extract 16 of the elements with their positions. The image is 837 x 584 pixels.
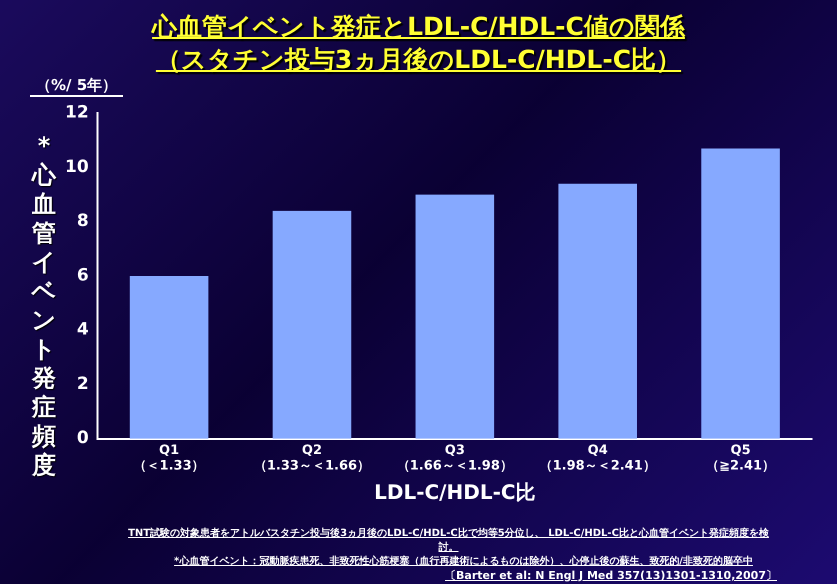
x-tick-label: Q3 （1.66～＜1.98） bbox=[396, 442, 513, 474]
text: （%/ 5年） bbox=[30, 76, 124, 97]
x-tick-label: Q4 （1.98～＜2.41） bbox=[540, 442, 656, 474]
x-axis-title: LDL-C/HDL-C比 bbox=[374, 480, 536, 504]
y-tick-label: 2 bbox=[76, 374, 89, 394]
x-tick-label: Q1 （＜1.33） bbox=[134, 442, 205, 474]
y-tick-label: 6 bbox=[76, 265, 89, 286]
y-tick-label: 4 bbox=[76, 320, 89, 340]
x-tick-label: Q5 （≧2.41） bbox=[706, 442, 776, 474]
y-tick-label: 8 bbox=[76, 211, 89, 232]
x-tick-label: Q2 （1.33～＜1.66） bbox=[254, 442, 370, 474]
text: *心血管イベント発症頻度 bbox=[32, 132, 56, 479]
text: 〔Barter et al: N Engl J Med 357(13)1301-1310,2007〕 bbox=[444, 568, 778, 583]
y-tick-label: 0 bbox=[76, 428, 89, 448]
y-tick-label: 10 bbox=[64, 156, 89, 177]
y-tick-label: 12 bbox=[64, 102, 89, 123]
